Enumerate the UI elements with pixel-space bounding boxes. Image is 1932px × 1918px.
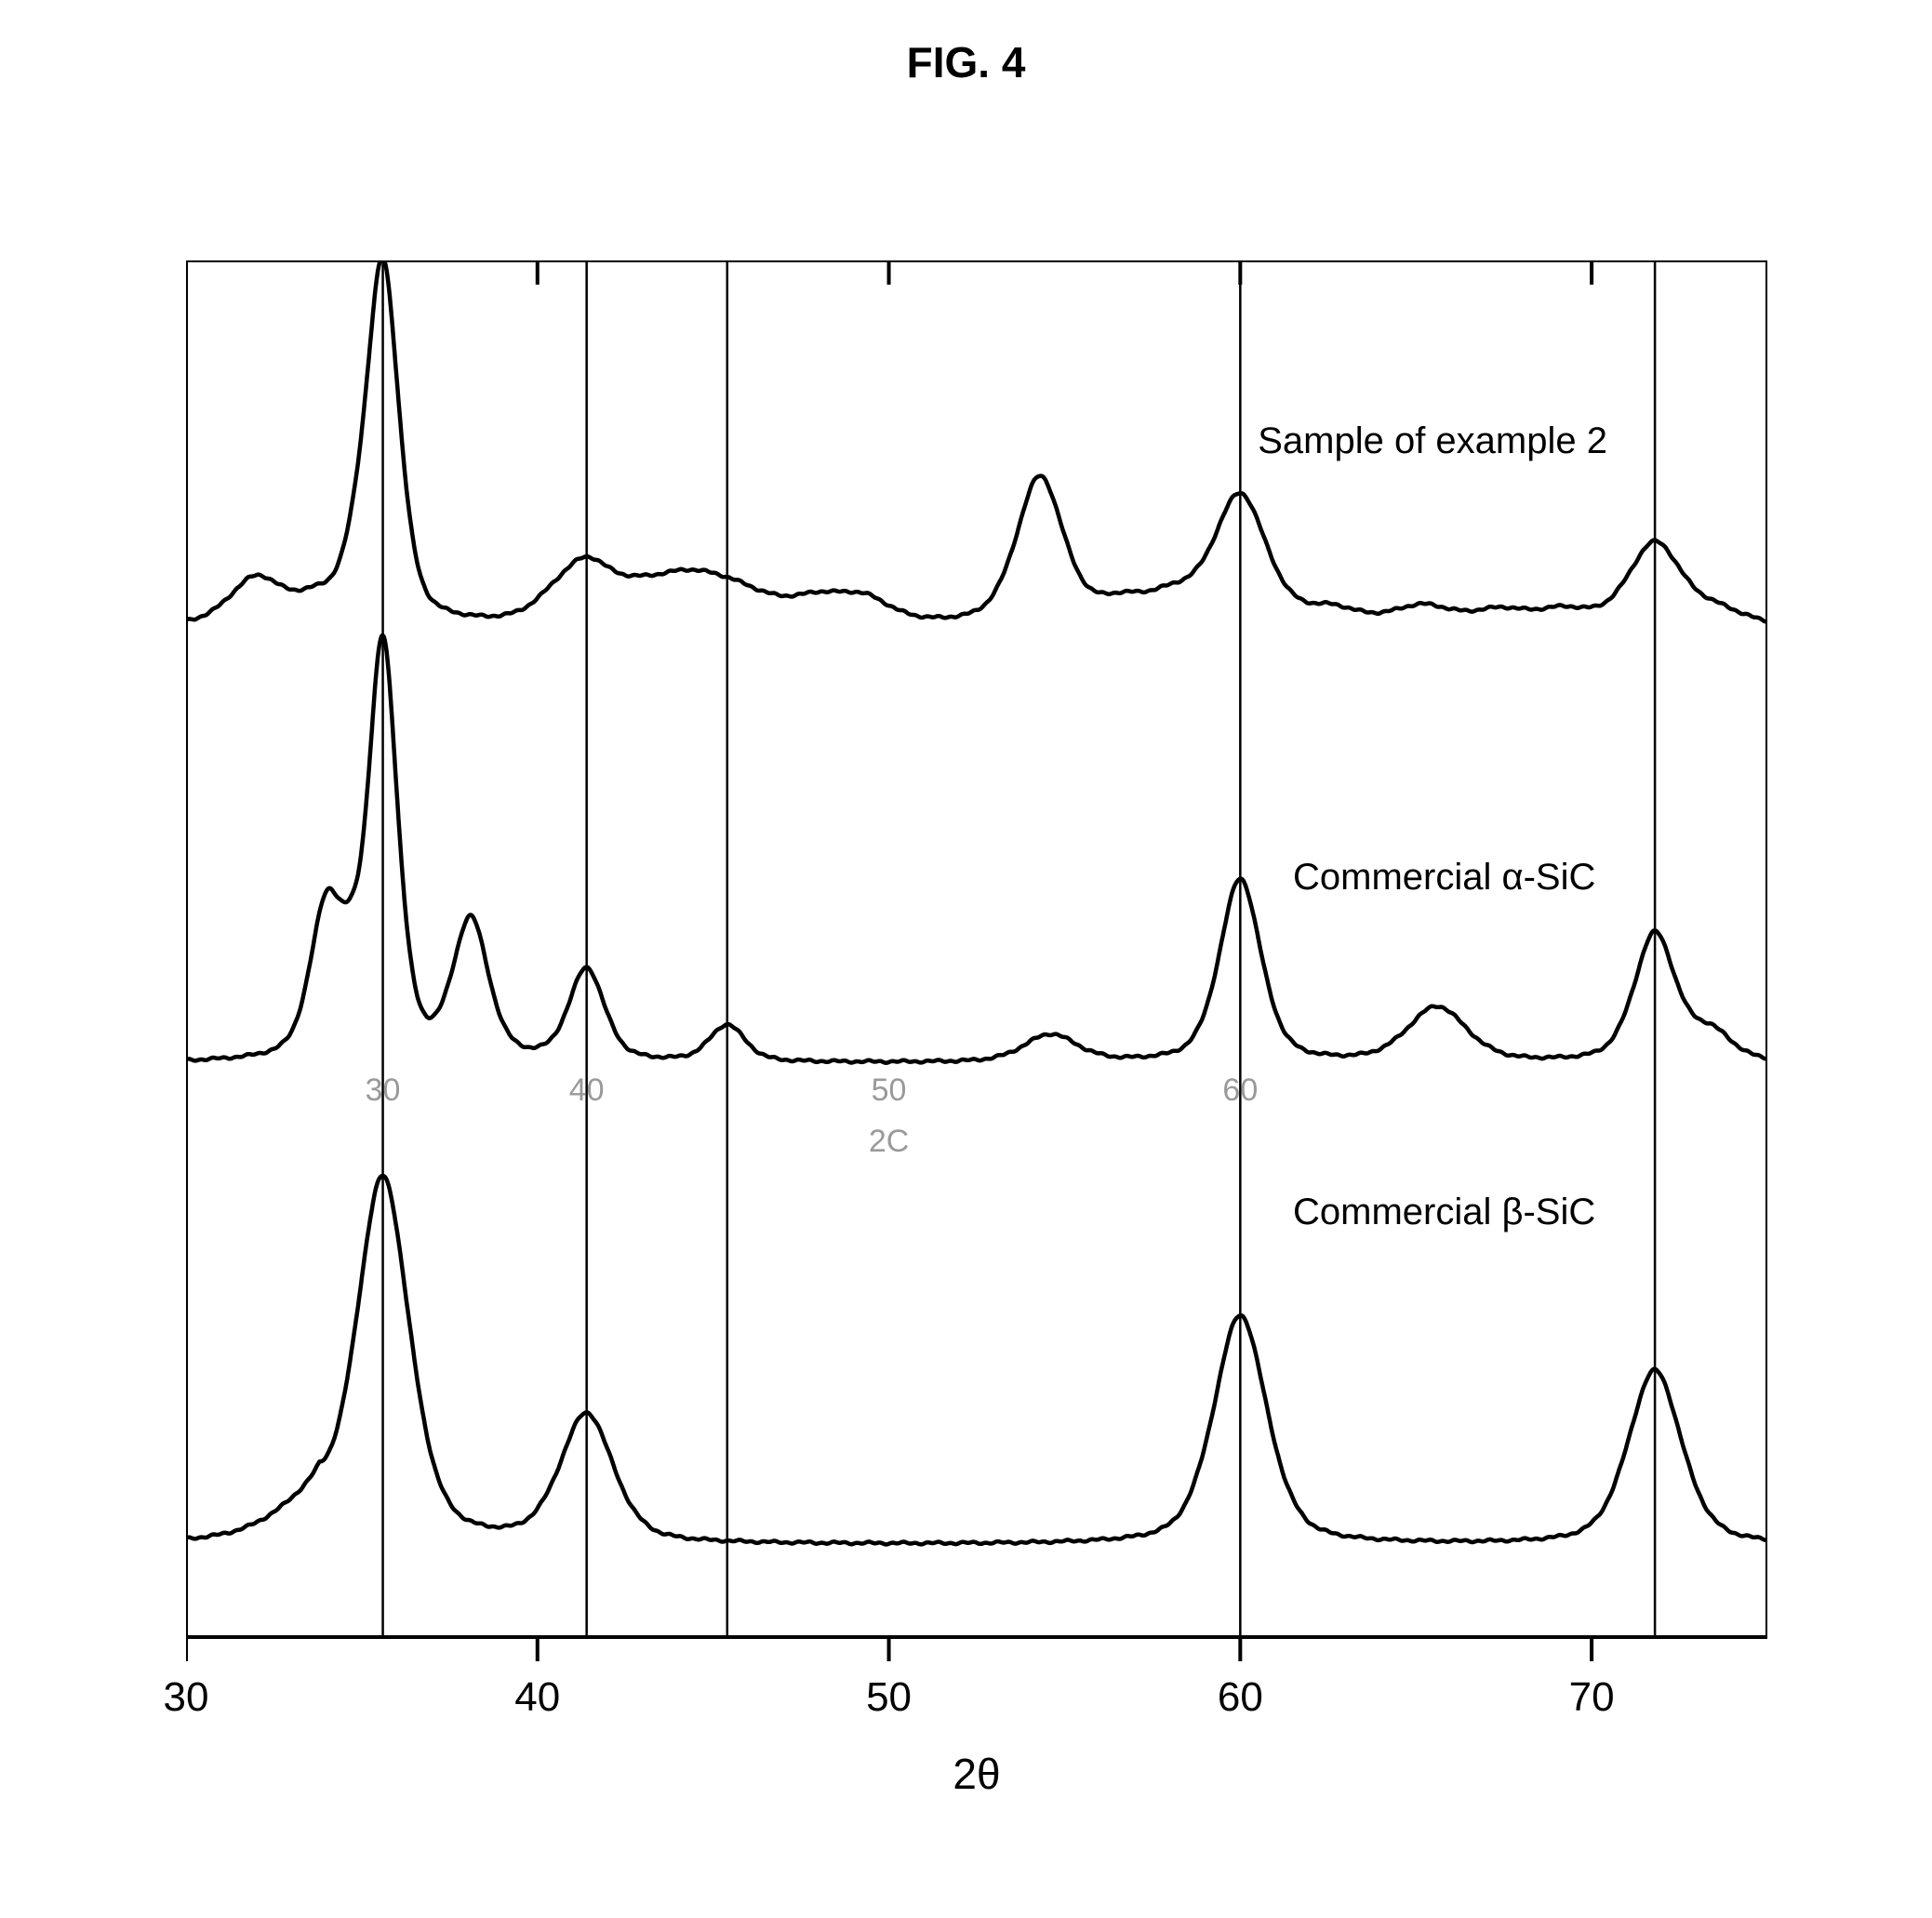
inner-faint-tick: 50 — [872, 1072, 907, 1108]
inner-faint-tick: 40 — [569, 1072, 605, 1108]
trace-commercial-alpha-sic — [186, 635, 1767, 1063]
trace-label-commercial-beta-sic: Commercial β-SiC — [1293, 1192, 1595, 1232]
x-tick-label: 60 — [1203, 1674, 1277, 1721]
x-tick-label: 40 — [500, 1674, 575, 1721]
trace-label-sample-example-2: Sample of example 2 — [1258, 420, 1607, 461]
inner-faint-tick: 60 — [1222, 1072, 1258, 1108]
inner-faint-tick: 30 — [366, 1072, 401, 1108]
figure-title: FIG. 4 — [0, 37, 1932, 87]
trace-label-commercial-alpha-sic: Commercial α-SiC — [1293, 857, 1595, 898]
page: FIG. 4 Sample of example 2 Commercial α-S… — [0, 0, 1932, 1918]
xrd-chart: Sample of example 2 Commercial α-SiC Comme… — [186, 260, 1767, 1637]
x-tick-label: 50 — [852, 1674, 926, 1721]
x-axis-label: 2θ — [939, 1749, 1014, 1799]
x-tick-label: 70 — [1554, 1674, 1629, 1721]
inner-faint-sublabel: 2C — [869, 1124, 909, 1159]
x-tick-label: 30 — [149, 1674, 223, 1721]
